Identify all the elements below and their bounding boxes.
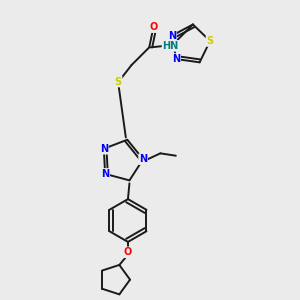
- Text: O: O: [150, 22, 158, 32]
- Text: HN: HN: [163, 41, 179, 51]
- Text: S: S: [206, 36, 214, 46]
- Text: N: N: [101, 169, 109, 179]
- Text: S: S: [115, 76, 122, 86]
- Text: O: O: [124, 247, 132, 257]
- Text: N: N: [172, 54, 180, 64]
- Text: N: N: [139, 154, 147, 164]
- Text: N: N: [168, 31, 176, 40]
- Text: N: N: [100, 144, 108, 154]
